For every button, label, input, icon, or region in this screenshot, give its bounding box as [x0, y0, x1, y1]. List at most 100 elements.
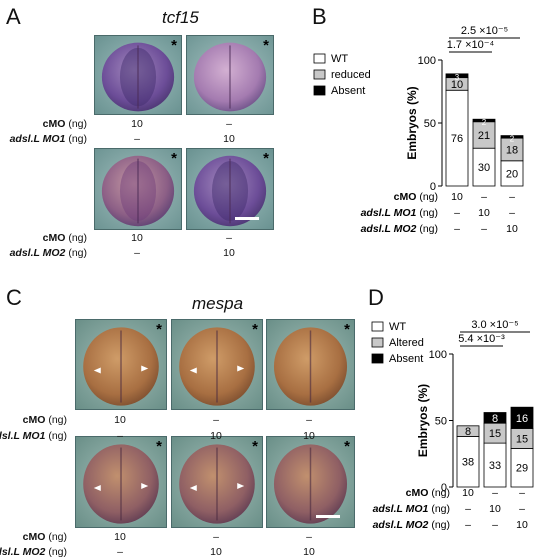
y-tick-label: 0: [441, 482, 447, 494]
bar-data-label: 2: [510, 135, 515, 144]
bar-segment: [483, 412, 507, 424]
legend-swatch: [313, 85, 326, 96]
legend-swatch: [371, 353, 384, 364]
treatment-name: cMO: [22, 414, 46, 426]
bar-segment: [500, 135, 524, 139]
x-row-value: 10: [489, 503, 501, 515]
bar-data-label: 33: [489, 460, 501, 472]
x-row-value: –: [465, 519, 471, 531]
panel-a-row-label: cMO (ng): [43, 118, 87, 130]
panel-c-row-label: cMO (ng): [23, 531, 67, 543]
embryo-photo-c5: *: [171, 436, 263, 528]
y-tick-label: 50: [424, 118, 436, 130]
x-row-label: adsl.L MO1 (ng): [373, 503, 450, 515]
bar-data-label: 29: [516, 463, 528, 475]
panel-a-row-label: cMO (ng): [43, 232, 87, 244]
panel-a-gene-title: tcf15: [162, 8, 199, 27]
significance-star: *: [171, 150, 177, 167]
significance-star: *: [344, 321, 350, 338]
legend-label: Absent: [331, 85, 365, 97]
x-row-label: adsl.L MO2 (ng): [361, 223, 438, 235]
panel-c-row-label: adsl.L MO1 (ng): [0, 430, 67, 442]
bar-data-label: 38: [462, 457, 474, 469]
x-row-value: –: [509, 207, 515, 219]
legend-swatch: [371, 321, 384, 332]
significance-star: *: [252, 321, 258, 338]
panel-c-dose-value: –: [306, 531, 312, 543]
embryo-photo-a4: *: [186, 148, 274, 230]
dose-unit: (ng): [65, 232, 87, 244]
bar-data-label: 76: [451, 133, 463, 145]
y-axis-label: Embryos (%): [405, 86, 419, 159]
x-row-value: 10: [462, 487, 474, 499]
x-row-value: –: [492, 519, 498, 531]
panel-a-row-label: adsl.L MO1 (ng): [10, 133, 87, 145]
chart-d: 0 50 100 Embryos (%) 38 8 33 15 8 29 15 16 WT Altered…: [371, 319, 534, 531]
panel-a-dose-value: –: [226, 232, 232, 244]
dose-unit: (ng): [45, 531, 67, 543]
dose-unit: (ng): [45, 430, 67, 442]
panel-b-letter: B: [312, 4, 327, 29]
x-row-value: 10: [506, 223, 518, 235]
bar-data-label: 3: [455, 73, 460, 82]
x-row-value: –: [519, 487, 525, 499]
x-row-value: 10: [451, 191, 463, 203]
treatment-name: adsl.L MO2: [9, 247, 66, 259]
legend-label: WT: [331, 53, 348, 65]
dose-unit: (ng): [45, 546, 67, 558]
pvalue-label: 5.4 ×10⁻³: [458, 333, 505, 345]
panel-c-letter: C: [6, 285, 22, 310]
legend-label: Absent: [389, 353, 423, 365]
panel-c-dose-value: –: [117, 430, 123, 442]
significance-star: *: [156, 321, 162, 338]
embryo-photo-c4: *: [75, 436, 167, 528]
bar-data-label: 15: [489, 428, 501, 440]
panel-c-dose-value: –: [306, 414, 312, 426]
x-row-label: adsl.L MO1 (ng): [361, 207, 438, 219]
x-row-label: cMO (ng): [406, 487, 450, 499]
panel-c-dose-value: 10: [303, 546, 315, 558]
bar-data-label: 10: [451, 79, 463, 91]
dose-unit: (ng): [65, 247, 87, 259]
x-row-value: –: [481, 191, 487, 203]
x-row-label: adsl.L MO2 (ng): [373, 519, 450, 531]
significance-star: *: [263, 37, 269, 54]
legend-label: WT: [389, 321, 406, 333]
legend-label: reduced: [331, 69, 371, 81]
bar-segment: [472, 118, 496, 123]
bar-data-label: 8: [492, 413, 498, 425]
legend-swatch: [371, 337, 384, 348]
dose-unit: (ng): [65, 118, 87, 130]
y-axis-label: Embryos (%): [416, 384, 430, 457]
panel-a-dose-value: 10: [131, 118, 143, 130]
panel-a-letter: A: [6, 4, 21, 29]
legend-swatch: [313, 69, 326, 80]
x-row-value: –: [519, 503, 525, 515]
x-row-value: –: [509, 191, 515, 203]
panel-a-dose-value: 10: [223, 133, 235, 145]
panel-c-dose-value: –: [213, 531, 219, 543]
panel-a-dose-value: –: [134, 247, 140, 259]
treatment-name: adsl.L MO1: [0, 430, 46, 442]
pvalue-label: 3.0 ×10⁻⁵: [471, 319, 518, 331]
significance-star: *: [344, 438, 350, 455]
y-tick-label: 100: [418, 55, 436, 67]
panel-c-dose-value: –: [213, 414, 219, 426]
dose-unit: (ng): [45, 414, 67, 426]
embryo-photo-c3: *: [266, 319, 355, 410]
embryo-photo-a2: *: [186, 35, 274, 115]
panel-c-dose-value: 10: [210, 430, 222, 442]
bar-segment: [510, 406, 534, 429]
bar-data-label: 21: [478, 130, 490, 142]
bar-data-label: 30: [478, 162, 490, 174]
bar-data-label: 2: [482, 118, 487, 127]
bar-segment: [445, 73, 469, 79]
x-row-value: 10: [478, 207, 490, 219]
panel-c-dose-value: 10: [210, 546, 222, 558]
panel-d-letter: D: [368, 285, 384, 310]
panel-a-dose-value: –: [226, 118, 232, 130]
treatment-name: cMO: [22, 531, 46, 543]
x-row-value: –: [454, 207, 460, 219]
bar-data-label: 15: [516, 433, 528, 445]
